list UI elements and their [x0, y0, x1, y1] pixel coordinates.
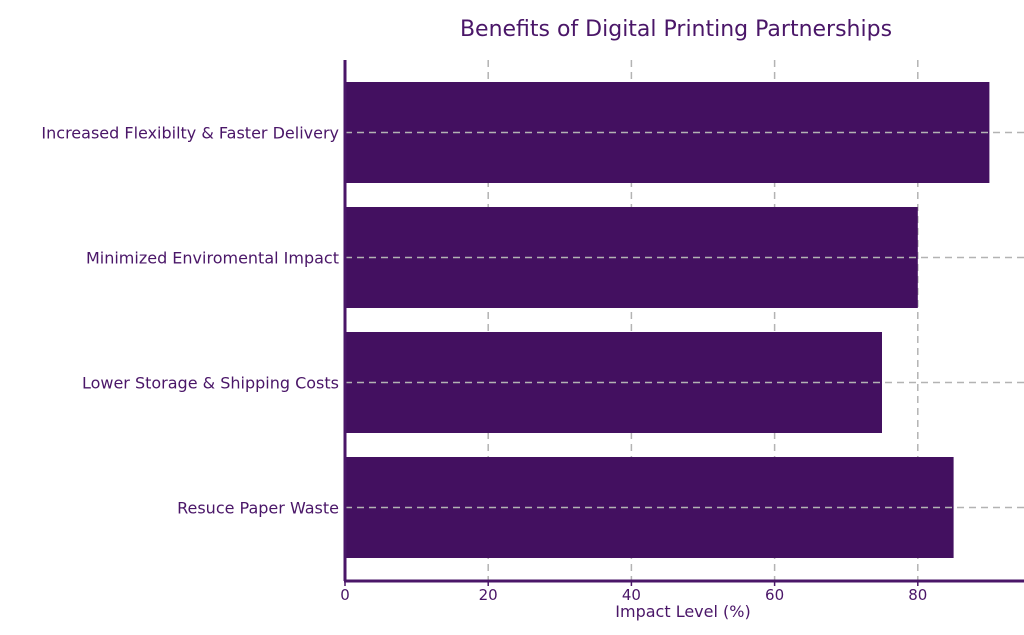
category-label-2: Lower Storage & Shipping Costs — [82, 374, 339, 393]
x-tick-label-3: 60 — [765, 586, 784, 604]
x-tick-label-4: 80 — [908, 586, 927, 604]
category-label-0: Increased Flexibilty & Faster Delivery — [41, 124, 339, 143]
x-axis-ticks: 0 20 40 60 80 — [340, 581, 927, 604]
x-tick-label-0: 0 — [340, 586, 350, 604]
x-axis-label: Impact Level (%) — [615, 602, 750, 621]
bars — [345, 82, 1024, 558]
category-labels: Increased Flexibilty & Faster Delivery Mi… — [41, 124, 339, 518]
category-label-3: Resuce Paper Waste — [177, 499, 339, 518]
chart-title: Benefits of Digital Printing Partnership… — [460, 17, 892, 42]
bar-0 — [345, 82, 990, 183]
bar-1 — [345, 207, 918, 308]
category-label-1: Minimized Enviromental Impact — [86, 249, 339, 268]
x-tick-label-1: 20 — [479, 586, 498, 604]
x-tick-label-2: 40 — [622, 586, 641, 604]
